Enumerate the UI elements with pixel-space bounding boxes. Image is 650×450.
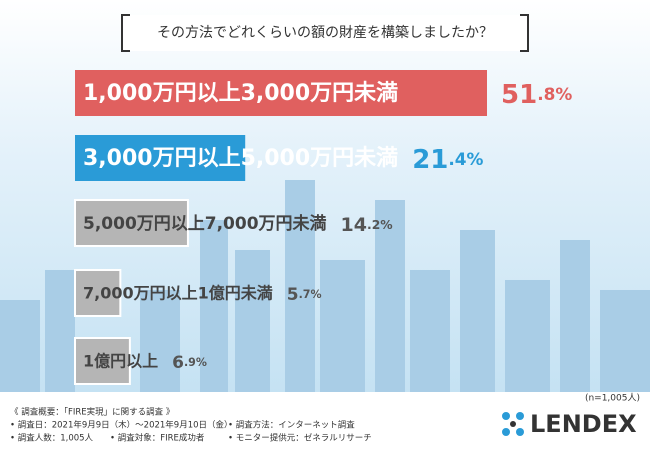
footer-item: • 調査日：2021年9月9日（木）～2021年9月10日（金） — [10, 420, 233, 431]
value-label: 14.2% — [341, 214, 393, 236]
city-silhouette — [0, 180, 650, 392]
bar — [75, 70, 487, 116]
category-label: 7,000万円以上1億円未満 — [83, 284, 273, 303]
title: その方法でどれくらいの額の財産を構築しましたか？ — [157, 25, 493, 41]
footer-item: • 調査対象：FIRE成功者 — [110, 433, 205, 444]
logo: LENDEX — [530, 410, 637, 438]
value-label: 6.9% — [172, 353, 207, 373]
bar — [74, 337, 131, 385]
bar — [74, 199, 189, 247]
category-label: 3,000万円以上5,000万円未満 — [83, 145, 398, 171]
footer-bg — [0, 392, 650, 450]
bar — [74, 269, 122, 317]
footer-heading: 《 調査概要：「FIRE実現」に関する調査 》 — [10, 407, 174, 418]
value-label: 51.8% — [501, 80, 572, 110]
category-label: 1億円以上 — [83, 352, 158, 371]
footer-item: • 調査方法：インターネット調査 — [228, 420, 355, 431]
value-label: 5.7% — [287, 285, 322, 305]
value-label: 21.4% — [412, 145, 483, 175]
footer-item: • モニター提供元：ゼネラルリサーチ — [228, 433, 372, 444]
title-brackets — [121, 14, 529, 52]
title-box — [122, 15, 528, 51]
bar — [75, 135, 246, 181]
footer-item: • 調査人数：1,005人 — [10, 433, 94, 444]
sample-note: (n=1,005人) — [585, 393, 640, 404]
category-label: 1,000万円以上3,000万円未満 — [83, 80, 398, 106]
logo-icon — [502, 412, 524, 436]
category-label: 5,000万円以上7,000万円未満 — [83, 213, 327, 234]
